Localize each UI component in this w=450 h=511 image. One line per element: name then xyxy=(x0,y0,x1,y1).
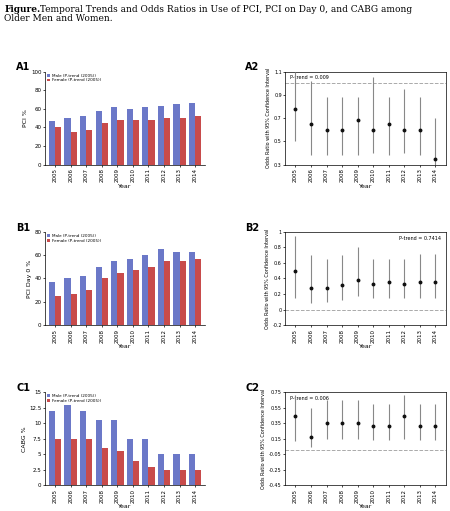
X-axis label: Year: Year xyxy=(118,504,132,509)
Bar xyxy=(117,273,124,325)
Bar xyxy=(195,117,201,165)
Bar xyxy=(111,261,117,325)
Bar xyxy=(164,470,170,485)
Bar xyxy=(158,454,164,485)
Bar xyxy=(142,255,148,325)
X-axis label: Year: Year xyxy=(359,344,372,349)
Legend: Male (P-trend (2005)), Female (P-trend (2005)): Male (P-trend (2005)), Female (P-trend (… xyxy=(47,394,101,403)
Legend: Male (P-trend (2005)), Female (P-trend (2005)): Male (P-trend (2005)), Female (P-trend (… xyxy=(47,234,101,243)
Bar xyxy=(148,467,155,485)
Bar xyxy=(195,259,201,325)
Text: P-trend = 0.006: P-trend = 0.006 xyxy=(290,396,329,401)
Y-axis label: Odds Ratio with 95% Confidence Interval: Odds Ratio with 95% Confidence Interval xyxy=(261,389,266,489)
X-axis label: Year: Year xyxy=(118,183,132,189)
Bar xyxy=(173,454,180,485)
Bar xyxy=(173,252,180,325)
Bar xyxy=(133,460,139,485)
Bar xyxy=(55,439,61,485)
Text: A1: A1 xyxy=(16,62,31,72)
Text: C1: C1 xyxy=(16,383,30,393)
Bar xyxy=(111,107,117,165)
Bar xyxy=(117,451,124,485)
Bar xyxy=(71,294,77,325)
Y-axis label: PCI %: PCI % xyxy=(23,109,28,127)
Y-axis label: PCI Day 0 %: PCI Day 0 % xyxy=(27,260,32,297)
Bar xyxy=(55,296,61,325)
Bar xyxy=(126,259,133,325)
Bar xyxy=(164,118,170,165)
X-axis label: Year: Year xyxy=(359,183,372,189)
Bar xyxy=(86,290,92,325)
Text: P-trend = 0.009: P-trend = 0.009 xyxy=(290,75,329,80)
Bar xyxy=(189,103,195,165)
Bar xyxy=(180,470,186,485)
Bar xyxy=(126,109,133,165)
Bar xyxy=(158,249,164,325)
Text: B2: B2 xyxy=(245,223,259,233)
Bar xyxy=(49,121,55,165)
Bar xyxy=(111,420,117,485)
Bar xyxy=(180,118,186,165)
Text: B1: B1 xyxy=(16,223,30,233)
Bar xyxy=(95,420,102,485)
Bar xyxy=(142,107,148,165)
X-axis label: Year: Year xyxy=(359,504,372,509)
Bar xyxy=(49,282,55,325)
Bar xyxy=(148,267,155,325)
Bar xyxy=(133,270,139,325)
Bar xyxy=(173,104,180,165)
Bar xyxy=(195,470,201,485)
Bar xyxy=(64,278,71,325)
Bar xyxy=(80,411,86,485)
Bar xyxy=(189,454,195,485)
Bar xyxy=(148,120,155,165)
Y-axis label: Odds Ratio with 95% Confidence Interval: Odds Ratio with 95% Confidence Interval xyxy=(265,228,270,329)
Bar xyxy=(95,111,102,165)
Text: A2: A2 xyxy=(245,62,260,72)
Bar xyxy=(158,106,164,165)
Legend: Male (P-trend (2005)), Female (P-trend (2005)): Male (P-trend (2005)), Female (P-trend (… xyxy=(47,74,101,82)
Text: Older Men and Women.: Older Men and Women. xyxy=(4,14,113,24)
Bar xyxy=(80,117,86,165)
Y-axis label: Odds Ratio with 95% Confidence Interval: Odds Ratio with 95% Confidence Interval xyxy=(266,68,271,168)
Bar xyxy=(95,267,102,325)
Bar xyxy=(117,120,124,165)
Bar xyxy=(180,261,186,325)
Bar xyxy=(133,120,139,165)
Bar xyxy=(86,439,92,485)
Bar xyxy=(142,439,148,485)
X-axis label: Year: Year xyxy=(118,344,132,349)
Bar xyxy=(164,261,170,325)
Bar xyxy=(64,405,71,485)
Bar xyxy=(71,439,77,485)
Text: Figure.: Figure. xyxy=(4,5,41,14)
Text: C2: C2 xyxy=(245,383,259,393)
Bar xyxy=(126,439,133,485)
Bar xyxy=(102,123,108,165)
Bar xyxy=(71,132,77,165)
Bar xyxy=(49,411,55,485)
Bar xyxy=(189,252,195,325)
Text: Temporal Trends and Odds Ratios in Use of PCI, PCI on Day 0, and CABG among: Temporal Trends and Odds Ratios in Use o… xyxy=(37,5,412,14)
Bar xyxy=(80,276,86,325)
Bar xyxy=(86,130,92,165)
Bar xyxy=(64,118,71,165)
Y-axis label: CABG %: CABG % xyxy=(22,426,27,452)
Bar xyxy=(55,127,61,165)
Text: P-trend = 0.7414: P-trend = 0.7414 xyxy=(399,236,441,241)
Bar xyxy=(102,278,108,325)
Bar xyxy=(102,448,108,485)
